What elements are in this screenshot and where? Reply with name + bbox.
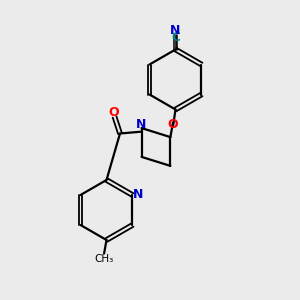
Text: N: N [170, 24, 181, 38]
Text: N: N [136, 118, 146, 131]
Text: C: C [171, 31, 180, 44]
Text: CH₃: CH₃ [94, 254, 114, 264]
Text: O: O [108, 106, 119, 119]
Text: O: O [168, 118, 178, 131]
Text: N: N [132, 188, 143, 202]
